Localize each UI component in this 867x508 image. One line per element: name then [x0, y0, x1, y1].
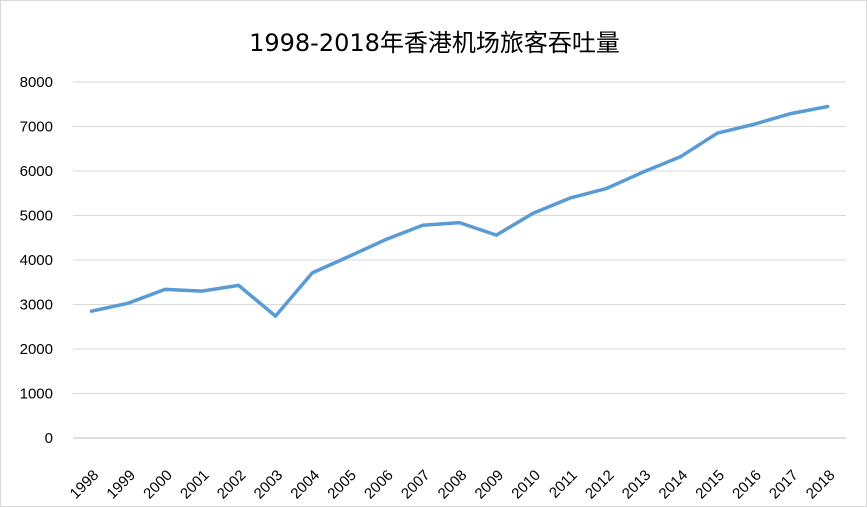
x-tick-label: 2000: [140, 467, 176, 503]
data-point: [127, 302, 129, 304]
x-tick-label: 2018: [803, 467, 839, 503]
x-tick-label: 2004: [287, 467, 323, 503]
data-point: [164, 288, 166, 290]
y-tick-label: 1000: [20, 386, 53, 403]
y-tick-label: 7000: [20, 119, 53, 136]
data-point: [90, 310, 92, 312]
x-tick-label: 2011: [546, 467, 581, 502]
x-tick-label: 2016: [729, 467, 765, 503]
series-layer: [89, 104, 830, 318]
x-tick-label: 1998: [67, 467, 103, 503]
y-tick-label: 5000: [20, 208, 53, 225]
x-tick-label: 2007: [398, 467, 434, 503]
x-tick-label: 2017: [766, 467, 802, 503]
x-tick-label: 2009: [472, 467, 508, 503]
x-tick-label: 2013: [619, 467, 655, 503]
y-tick-label: 3000: [20, 297, 53, 314]
data-point: [532, 212, 534, 214]
x-tick-label: 2005: [324, 467, 360, 503]
series-line: [89, 104, 830, 318]
x-axis-ticks: 1998 1999 2000 2001 2002 2003 2004 2005 2006 2007…: [67, 467, 839, 503]
data-point: [385, 239, 387, 241]
data-point: [274, 315, 276, 317]
x-tick-label: 2008: [435, 467, 471, 503]
y-tick-label: 8000: [20, 74, 53, 91]
data-point: [790, 113, 792, 115]
data-point: [827, 105, 829, 107]
data-point: [753, 123, 755, 125]
data-point: [201, 290, 203, 292]
y-tick-label: 2000: [20, 341, 53, 358]
data-point: [311, 272, 313, 274]
data-point: [643, 171, 645, 173]
x-tick-label: 2001: [177, 467, 213, 503]
x-tick-label: 2002: [214, 467, 250, 503]
data-point: [238, 284, 240, 286]
data-point: [716, 132, 718, 134]
x-tick-label: 2010: [508, 467, 544, 503]
x-tick-label: 2012: [582, 467, 618, 503]
y-tick-label: 0: [45, 430, 53, 447]
data-point: [422, 224, 424, 226]
x-tick-label: 2003: [251, 467, 287, 503]
x-tick-label: 1999: [103, 467, 139, 503]
y-axis-ticks: 0 1000 2000 3000 4000 5000 6000 7000 8000: [20, 74, 53, 447]
x-tick-label: 2015: [692, 467, 728, 503]
data-point: [348, 255, 350, 257]
data-point: [606, 187, 608, 189]
y-tick-label: 6000: [20, 163, 53, 180]
data-point: [679, 156, 681, 158]
data-point: [459, 222, 460, 224]
chart-title: 1998-2018年香港机场旅客吞吐量: [249, 29, 620, 57]
data-point: [569, 197, 571, 199]
x-tick-label: 2014: [656, 467, 692, 503]
data-point: [495, 234, 497, 236]
x-tick-label: 2006: [361, 467, 397, 503]
y-tick-label: 4000: [20, 252, 53, 269]
gridlines: [73, 81, 846, 439]
